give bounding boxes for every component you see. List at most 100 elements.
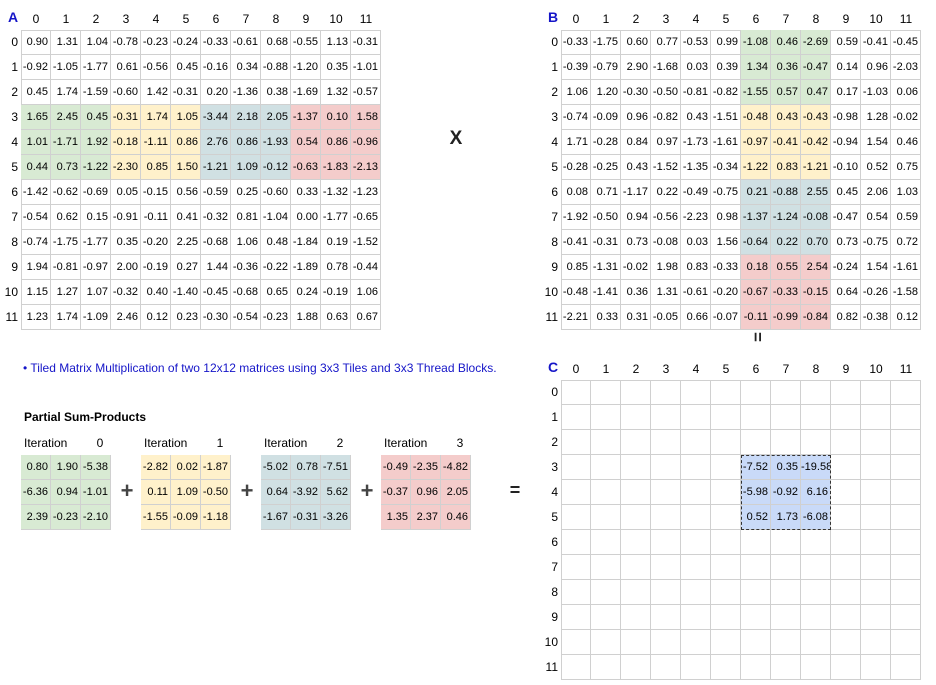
matrix-A-cell: -0.16 <box>201 55 231 80</box>
matrix-C-cell <box>621 505 651 530</box>
matrix-C-cell <box>621 380 651 405</box>
matrix-B-cell: -0.33 <box>771 280 801 305</box>
matrix-B-cell: -0.98 <box>831 105 861 130</box>
matrix-C-cell <box>651 430 681 455</box>
column-index: 8 <box>812 12 820 26</box>
matrix-A-cell: 2.45 <box>51 105 81 130</box>
matrix-C-cell <box>651 480 681 505</box>
matrix-C-cell <box>561 430 591 455</box>
partial-tile-cell: 0.96 <box>411 480 441 505</box>
column-index: 1 <box>62 12 70 26</box>
matrix-C-cell <box>861 605 891 630</box>
matrix-C-cell <box>801 605 831 630</box>
matrix-B-cell: -1.61 <box>711 130 741 155</box>
matrix-A-cell: -0.78 <box>111 30 141 55</box>
column-index: 0 <box>32 12 40 26</box>
matrix-A-cell: 0.86 <box>321 130 351 155</box>
column-index: 5 <box>182 12 190 26</box>
matrix-A-cell: 0.41 <box>171 205 201 230</box>
matrix-A-cell: 1.65 <box>21 105 51 130</box>
matrix-A-cell: -0.36 <box>231 255 261 280</box>
matrix-C-cell <box>771 380 801 405</box>
matrix-C-cell <box>681 430 711 455</box>
matrix-B-cell: -0.08 <box>651 230 681 255</box>
column-index: 11 <box>359 12 373 26</box>
matrix-C-cell <box>831 580 861 605</box>
matrix-B-cell: 0.06 <box>891 80 921 105</box>
partial-tile-cell: 5.62 <box>321 480 351 505</box>
matrix-C-cell <box>591 380 621 405</box>
matrix-C-cell <box>891 580 921 605</box>
matrix-B-cell: 0.96 <box>621 105 651 130</box>
matrix-B-cell: 0.54 <box>861 205 891 230</box>
matrix-C-cell <box>891 655 921 680</box>
matrix-C-cell <box>681 655 711 680</box>
matrix-C-cell <box>771 630 801 655</box>
matrix-A-cell: 0.33 <box>291 180 321 205</box>
matrix-B-cell: -0.09 <box>591 105 621 130</box>
row-index: 2 <box>551 435 558 449</box>
matrix-B-cell: 2.90 <box>621 55 651 80</box>
matrix-A-cell: -1.11 <box>141 130 171 155</box>
matrix-A-cell: 1.15 <box>21 280 51 305</box>
matrix-A-cell: -1.20 <box>291 55 321 80</box>
matrix-A-cell: -1.71 <box>51 130 81 155</box>
matrix-C-cell <box>801 630 831 655</box>
matrix-A-cell: -0.45 <box>201 280 231 305</box>
matrix-A-cell: -1.77 <box>321 205 351 230</box>
matrix-A-cell: -0.22 <box>261 255 291 280</box>
matrix-C-cell <box>771 655 801 680</box>
partial-tile-cell: 0.02 <box>171 455 201 480</box>
matrix-C-cell <box>831 605 861 630</box>
matrix-A-cell: -0.97 <box>81 255 111 280</box>
matrix-B-cell: 2.55 <box>801 180 831 205</box>
matrix-A-cell: -1.04 <box>261 205 291 230</box>
matrix-A-cell: 2.76 <box>201 130 231 155</box>
matrix-B-cell: 0.59 <box>891 205 921 230</box>
matrix-B-cell: 0.59 <box>831 30 861 55</box>
matrix-C-cell <box>861 455 891 480</box>
matrix-C-cell <box>651 530 681 555</box>
matrix-A-cell: -0.55 <box>291 30 321 55</box>
column-index: 4 <box>692 12 700 26</box>
matrix-B-cell: 0.33 <box>591 305 621 330</box>
matrix-A-cell: 0.86 <box>231 130 261 155</box>
matrix-C-grid <box>561 380 921 680</box>
partial-tile-cell: 0.94 <box>51 480 81 505</box>
matrix-B-cell: -0.94 <box>831 130 861 155</box>
matrix-B-cell: 0.85 <box>561 255 591 280</box>
matrix-C-cell <box>711 480 741 505</box>
matrix-C-cell <box>831 430 861 455</box>
matrix-B-cell: -0.67 <box>741 280 771 305</box>
matrix-B-cell: -0.75 <box>861 230 891 255</box>
iteration-label: Iteration <box>144 436 188 450</box>
matrix-C-cell <box>771 430 801 455</box>
matrix-A-cell: 1.74 <box>51 80 81 105</box>
matrix-B-cell: -0.88 <box>771 180 801 205</box>
matrix-A-cell: 1.44 <box>201 255 231 280</box>
matrix-B-cell: 0.14 <box>831 55 861 80</box>
times-operator: X <box>449 128 463 149</box>
matrix-C-cell <box>651 580 681 605</box>
matrix-B-cell: 0.21 <box>741 180 771 205</box>
partial-tile-cell: -1.01 <box>81 480 111 505</box>
matrix-C-cell <box>831 505 861 530</box>
matrix-B-cell: -0.10 <box>831 155 861 180</box>
matrix-B-cell: 0.03 <box>681 55 711 80</box>
matrix-A-cell: -0.15 <box>141 180 171 205</box>
matrix-B-cell: -0.20 <box>711 280 741 305</box>
matrix-C-cell <box>651 605 681 630</box>
matrix-A-cell: -0.88 <box>261 55 291 80</box>
column-index: 10 <box>329 12 343 26</box>
matrix-A-cell: -1.05 <box>51 55 81 80</box>
row-index: 2 <box>11 85 18 99</box>
matrix-B-label: B <box>548 9 559 25</box>
matrix-B-cell: 0.03 <box>681 230 711 255</box>
matrix-C-cell <box>861 380 891 405</box>
matrix-C-cell <box>831 405 861 430</box>
partial-tile-cell: -1.18 <box>201 505 231 530</box>
matrix-C-cell <box>591 455 621 480</box>
matrix-B-cell: -0.30 <box>621 80 651 105</box>
matrix-C-cell <box>561 580 591 605</box>
matrix-A-cell: -1.93 <box>261 130 291 155</box>
